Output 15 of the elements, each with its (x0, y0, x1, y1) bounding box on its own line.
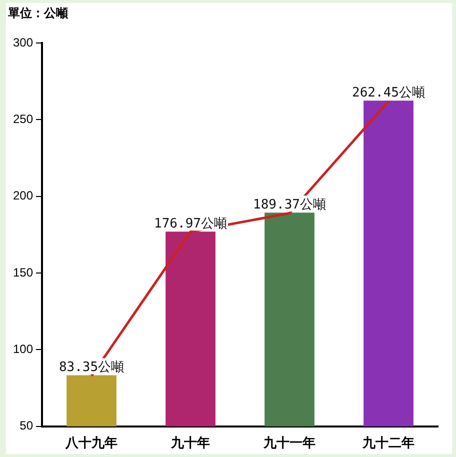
y-tick-label: 300 (12, 35, 34, 50)
y-tick-label: 200 (12, 188, 34, 203)
x-tick-label: 九十年 (170, 434, 210, 450)
x-tick-label: 九十一年 (262, 434, 316, 450)
data-label: 262.45公噸 (352, 85, 425, 100)
text: 單位：公噸 (8, 5, 68, 22)
x-tick-label: 九十二年 (362, 434, 415, 450)
x-tick-label: 八十九年 (64, 434, 118, 450)
data-label: 176.97公噸 (154, 216, 227, 232)
y-tick-label: 250 (12, 112, 34, 126)
y-tick-label: 100 (12, 342, 34, 356)
data-label: 189.37公噸 (253, 198, 326, 213)
data-label: 83.35公噸 (58, 360, 124, 376)
y-tick-label: 150 (12, 265, 34, 280)
y-tick-label: 50 (20, 418, 34, 433)
